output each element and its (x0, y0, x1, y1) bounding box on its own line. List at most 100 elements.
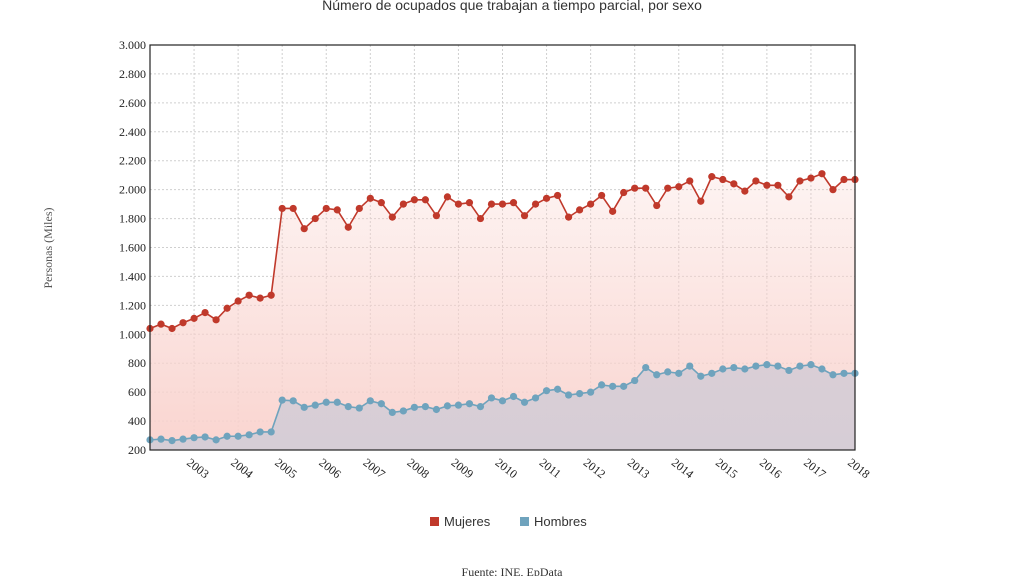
data-point-hombres[interactable] (201, 433, 209, 441)
data-point-hombres[interactable] (190, 434, 198, 442)
data-point-mujeres[interactable] (675, 183, 683, 191)
data-point-hombres[interactable] (620, 382, 628, 390)
data-point-hombres[interactable] (807, 361, 815, 369)
data-point-hombres[interactable] (377, 400, 385, 408)
data-point-mujeres[interactable] (366, 194, 374, 202)
data-point-hombres[interactable] (157, 435, 165, 443)
data-point-mujeres[interactable] (840, 175, 848, 184)
data-point-hombres[interactable] (774, 362, 782, 370)
data-point-mujeres[interactable] (212, 316, 220, 324)
data-point-hombres[interactable] (366, 397, 374, 405)
data-point-hombres[interactable] (498, 397, 507, 405)
data-point-mujeres[interactable] (752, 177, 760, 185)
data-point-mujeres[interactable] (157, 320, 165, 328)
data-point-mujeres[interactable] (344, 223, 352, 231)
data-point-mujeres[interactable] (355, 204, 363, 213)
data-point-hombres[interactable] (818, 365, 826, 373)
data-point-hombres[interactable] (840, 369, 848, 377)
data-point-hombres[interactable] (520, 398, 529, 406)
data-point-mujeres[interactable] (399, 200, 407, 208)
data-point-mujeres[interactable] (697, 197, 705, 205)
data-point-mujeres[interactable] (388, 213, 396, 221)
data-point-mujeres[interactable] (774, 181, 782, 189)
data-point-hombres[interactable] (587, 388, 595, 396)
data-point-mujeres[interactable] (576, 206, 584, 214)
data-point-hombres[interactable] (675, 369, 683, 377)
data-point-mujeres[interactable] (498, 200, 507, 208)
data-point-hombres[interactable] (719, 365, 727, 373)
data-point-hombres[interactable] (179, 435, 187, 443)
data-point-mujeres[interactable] (454, 200, 463, 208)
data-point-hombres[interactable] (344, 403, 352, 411)
data-point-mujeres[interactable] (509, 199, 518, 207)
data-point-mujeres[interactable] (564, 213, 573, 221)
data-point-mujeres[interactable] (609, 207, 617, 215)
data-point-hombres[interactable] (642, 363, 650, 372)
data-point-mujeres[interactable] (741, 187, 749, 195)
data-point-mujeres[interactable] (201, 308, 209, 317)
data-point-hombres[interactable] (322, 398, 330, 406)
data-point-mujeres[interactable] (443, 193, 452, 201)
data-point-mujeres[interactable] (642, 184, 650, 192)
data-point-mujeres[interactable] (587, 200, 595, 208)
data-point-hombres[interactable] (553, 385, 562, 393)
data-point-hombres[interactable] (664, 368, 672, 376)
data-point-mujeres[interactable] (377, 199, 385, 207)
data-point-mujeres[interactable] (278, 204, 286, 213)
data-point-mujeres[interactable] (520, 212, 529, 220)
data-point-mujeres[interactable] (553, 191, 562, 200)
data-point-hombres[interactable] (476, 403, 485, 411)
data-point-mujeres[interactable] (432, 212, 441, 220)
data-point-hombres[interactable] (223, 432, 231, 440)
data-point-hombres[interactable] (487, 394, 496, 402)
data-point-mujeres[interactable] (730, 180, 738, 188)
data-point-mujeres[interactable] (818, 170, 826, 178)
data-point-mujeres[interactable] (708, 173, 716, 181)
data-point-mujeres[interactable] (322, 204, 330, 213)
data-point-hombres[interactable] (278, 396, 286, 404)
data-point-hombres[interactable] (509, 392, 518, 401)
data-point-hombres[interactable] (432, 405, 441, 414)
data-point-hombres[interactable] (421, 403, 429, 411)
data-point-hombres[interactable] (741, 365, 749, 373)
data-point-hombres[interactable] (245, 431, 253, 439)
data-point-hombres[interactable] (542, 387, 551, 395)
data-point-hombres[interactable] (708, 369, 716, 377)
data-point-mujeres[interactable] (256, 294, 264, 302)
data-point-hombres[interactable] (564, 391, 573, 399)
data-point-mujeres[interactable] (785, 193, 793, 201)
data-point-hombres[interactable] (300, 403, 308, 411)
data-point-mujeres[interactable] (531, 200, 540, 208)
data-point-mujeres[interactable] (487, 200, 496, 208)
data-point-hombres[interactable] (465, 400, 474, 408)
data-point-hombres[interactable] (289, 397, 297, 405)
data-point-mujeres[interactable] (168, 324, 176, 333)
data-point-hombres[interactable] (730, 363, 738, 372)
data-point-hombres[interactable] (410, 403, 418, 411)
data-point-mujeres[interactable] (631, 184, 639, 192)
data-point-mujeres[interactable] (289, 204, 297, 213)
data-point-mujeres[interactable] (620, 188, 628, 197)
data-point-mujeres[interactable] (542, 194, 551, 202)
data-point-hombres[interactable] (388, 408, 396, 416)
data-point-hombres[interactable] (399, 407, 407, 415)
data-point-mujeres[interactable] (179, 319, 187, 327)
data-point-mujeres[interactable] (653, 201, 661, 210)
data-point-hombres[interactable] (443, 402, 452, 410)
data-point-mujeres[interactable] (421, 196, 429, 204)
legend-label-hombres[interactable]: Hombres (534, 514, 587, 529)
data-point-mujeres[interactable] (719, 175, 727, 184)
data-point-hombres[interactable] (752, 362, 760, 370)
data-point-hombres[interactable] (454, 401, 463, 409)
data-point-hombres[interactable] (256, 428, 264, 436)
data-point-mujeres[interactable] (763, 181, 771, 189)
data-point-mujeres[interactable] (598, 191, 606, 200)
legend-label-mujeres[interactable]: Mujeres (444, 514, 491, 529)
data-point-hombres[interactable] (653, 371, 661, 379)
data-point-hombres[interactable] (355, 404, 363, 412)
data-point-hombres[interactable] (531, 394, 540, 402)
data-point-hombres[interactable] (686, 362, 694, 370)
data-point-mujeres[interactable] (664, 184, 672, 192)
data-point-hombres[interactable] (598, 381, 606, 389)
data-point-mujeres[interactable] (190, 314, 198, 322)
